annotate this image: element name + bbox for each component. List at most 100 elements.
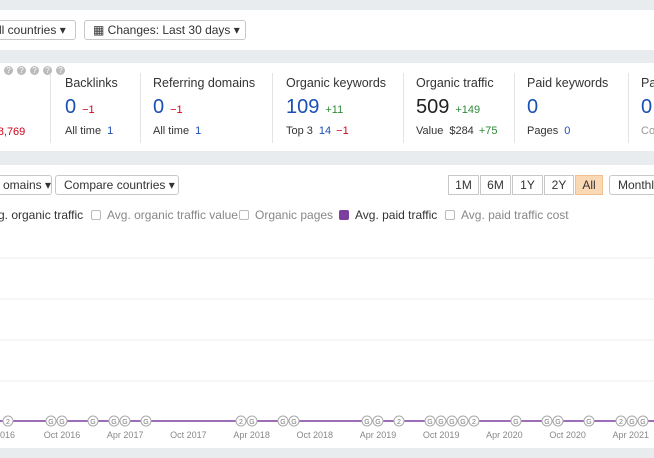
help-icon[interactable]: ?	[56, 66, 65, 75]
domains-text: omains	[3, 178, 42, 192]
annotation-marker	[140, 415, 152, 427]
range-button[interactable]: 1M	[448, 175, 479, 195]
metric-value-row: 109 +11	[286, 96, 343, 119]
metric-label: Organic traffic	[416, 76, 494, 90]
series-toggle[interactable]: g. organic traffic	[0, 208, 83, 222]
annotation-text: G	[449, 419, 454, 426]
annotation-text: G	[513, 419, 518, 426]
toggle-label: Avg. paid traffic cost	[461, 208, 569, 222]
checkbox	[91, 210, 101, 220]
annotation-text: G	[586, 419, 591, 426]
metric-value: 109	[286, 96, 320, 118]
chart: 016 Oct 2016 Apr 2017 Oct 2017 Apr 2018 Oct 2…	[0, 257, 654, 440]
annotation-text: G	[364, 419, 369, 426]
annotation-text: G	[90, 419, 95, 426]
divider	[50, 73, 51, 143]
annotation-marker	[541, 415, 553, 427]
metric-change: +11	[325, 104, 344, 116]
interval-button[interactable]: Monthl	[609, 175, 654, 195]
annotation-marker	[583, 415, 595, 427]
sub-value: 14	[318, 125, 332, 137]
metric-sub: Top 3 14 −1	[286, 125, 349, 137]
annotation-marker	[2, 415, 14, 427]
sub-label: Value	[416, 125, 444, 137]
x-axis-label: Apr 2018	[233, 430, 270, 440]
annotation-marker	[372, 415, 384, 427]
range-button[interactable]: All	[575, 175, 603, 195]
toggle-label: Avg. paid traffic	[355, 208, 438, 222]
x-axis-label: Oct 2017	[170, 430, 207, 440]
toggle-label: g. organic traffic	[0, 208, 84, 222]
help-icon[interactable]: ?	[17, 66, 26, 75]
series-toggle[interactable]: Avg. organic traffic value	[91, 208, 238, 222]
help-icon[interactable]: ?	[43, 66, 52, 75]
annotation-text: G	[249, 419, 254, 426]
annotation-marker	[393, 415, 405, 427]
annotation-marker	[246, 415, 258, 427]
annotation-marker	[637, 415, 649, 427]
x-axis-label: Apr 2020	[486, 430, 523, 440]
toggle-label: Organic pages	[255, 208, 334, 222]
sub-value: 1	[107, 125, 114, 137]
metric-value: 0	[641, 96, 653, 118]
annotation-text: G	[48, 419, 53, 426]
metric-sub: Value $284 +75	[416, 125, 497, 137]
annotation-text: G	[544, 419, 549, 426]
sub-label: Top 3	[286, 125, 313, 137]
annotation-text: G	[629, 419, 634, 426]
sub-label: All time	[65, 125, 102, 137]
annotation-text: G	[375, 419, 380, 426]
metric-value-row: 509 +149	[416, 96, 480, 119]
help-icon[interactable]: ?	[4, 66, 13, 75]
metric-sub: All time 1	[153, 125, 201, 137]
toolbar: ll countries ▾ ▦ Changes: Last 30 days ▾	[0, 10, 654, 50]
annotation-text: G	[640, 419, 645, 426]
changes-button[interactable]: ▦ Changes: Last 30 days ▾	[84, 20, 246, 40]
domains-button[interactable]: omains ▾	[0, 175, 52, 195]
series-toggle[interactable]: Avg. paid traffic	[339, 208, 437, 222]
annotation-marker	[288, 415, 300, 427]
country-button[interactable]: ll countries ▾	[0, 20, 76, 40]
annotation-marker	[510, 415, 522, 427]
sub-change: −1	[336, 125, 349, 137]
range-button[interactable]: 6M	[480, 175, 511, 195]
annotation-marker	[108, 415, 120, 427]
annotation-text: G	[111, 419, 116, 426]
annotation-text: 2	[619, 419, 623, 426]
annotation-marker	[424, 415, 436, 427]
annotation-marker	[626, 415, 638, 427]
metric-value: 509	[416, 96, 450, 118]
metric-value-row: 0	[641, 96, 652, 119]
annotation-marker	[56, 415, 68, 427]
range-button[interactable]: 1Y	[512, 175, 543, 195]
compare-button[interactable]: Compare countries ▾	[55, 175, 179, 195]
help-icon[interactable]: ?	[30, 66, 39, 75]
annotation-text: G	[291, 419, 296, 426]
annotation-text: G	[143, 419, 148, 426]
metric-change: −1	[170, 104, 183, 116]
divider	[514, 73, 515, 143]
metric-value-row: ▾598,769	[0, 124, 25, 138]
series-toggle[interactable]: Organic pages	[239, 208, 333, 222]
annotation-text: G	[438, 419, 443, 426]
x-axis-label: Apr 2019	[360, 430, 397, 440]
annotation-text: 2	[472, 419, 476, 426]
checkbox	[239, 210, 249, 220]
range-button[interactable]: 2Y	[544, 175, 574, 195]
divider	[628, 73, 629, 143]
annotation-marker	[468, 415, 480, 427]
metric-value: 0	[527, 96, 539, 118]
series-toggle[interactable]: Avg. paid traffic cost	[445, 208, 569, 222]
metric-label: Referring domains	[153, 76, 256, 90]
annotation-text: G	[427, 419, 432, 426]
annotation-text: G	[59, 419, 64, 426]
metric-sub: Co	[641, 125, 654, 137]
metric-value-row: 0 −1	[153, 96, 183, 119]
annotation-marker	[361, 415, 373, 427]
metric-value: 0	[153, 96, 165, 118]
annotation-marker	[446, 415, 458, 427]
divider	[140, 73, 141, 143]
x-axis-label: 016	[0, 430, 15, 440]
metric-value-row: 0 −1	[65, 96, 95, 119]
